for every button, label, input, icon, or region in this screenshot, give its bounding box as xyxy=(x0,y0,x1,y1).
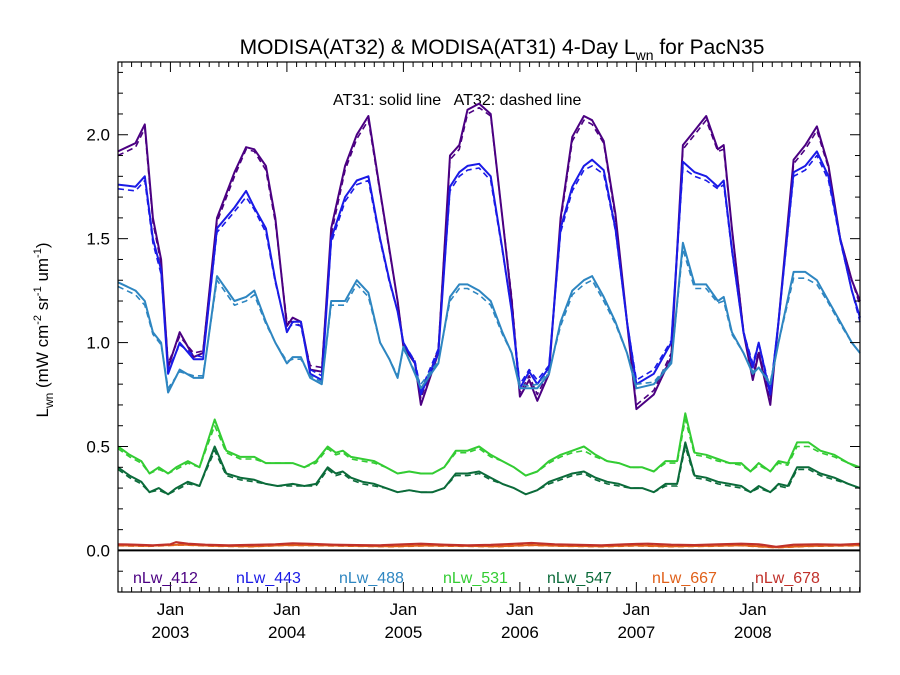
series-line-nlw-488-at32 xyxy=(117,248,861,390)
series-line-nlw-488-at31 xyxy=(117,241,861,394)
y-tick-label: 1.5 xyxy=(86,230,110,249)
x-tick-label-year: 2008 xyxy=(734,623,772,642)
legend-label-nlw-443: nLw_443 xyxy=(236,570,301,587)
legend-label-nlw-547: nLw_547 xyxy=(547,570,612,587)
y-axis-label: Lwn (mW cm-2 sr-1 um-1) xyxy=(32,242,56,417)
y-tick-label: 0.5 xyxy=(86,438,110,457)
series-line-nlw-531-at31 xyxy=(117,412,861,477)
x-tick-label-month: Jan xyxy=(157,600,184,619)
y-axis: 0.0 0.5 1.0 1.5 2.0 xyxy=(86,71,860,572)
series-line-nlw-547-at32 xyxy=(117,445,861,496)
legend-label-nlw-488: nLw_488 xyxy=(339,570,404,587)
chart-title: MODISA(AT32) & MODISA(AT31) 4-Day Lwn fo… xyxy=(240,36,765,63)
y-tick-label: 1.0 xyxy=(86,334,110,353)
y-tick-label: 0.0 xyxy=(86,541,110,560)
y-tick-label: 2.0 xyxy=(86,126,110,145)
plot-frame xyxy=(117,61,861,593)
series-line-nlw-547-at31 xyxy=(117,441,861,496)
x-tick-label-month: Jan xyxy=(506,600,533,619)
x-tick-label-month: Jan xyxy=(390,600,417,619)
plot-area xyxy=(117,102,861,552)
legend-label-nlw-667: nLw_667 xyxy=(652,570,717,587)
x-tick-label-year: 2005 xyxy=(384,623,422,642)
series-line-nlw-412-at32 xyxy=(117,106,861,406)
series-line-nlw-531-at32 xyxy=(117,418,861,477)
x-tick-label-year: 2003 xyxy=(152,623,190,642)
series-line-nlw-667-at32 xyxy=(117,544,861,549)
series-line-nlw-443-at32 xyxy=(117,154,861,392)
line-style-annotation: AT31: solid line AT32: dashed line xyxy=(333,92,582,109)
svg-text:Lwn (mW cm-2 sr-1 um-1): Lwn (mW cm-2 sr-1 um-1) xyxy=(32,242,56,417)
legend-label-nlw-531: nLw_531 xyxy=(443,570,508,587)
x-tick-label-month: Jan xyxy=(273,600,300,619)
x-axis: Jan 2003 Jan 2004 Jan 2005 Jan 2006 Jan 2007 Jan 20… xyxy=(121,62,861,642)
x-tick-label-month: Jan xyxy=(739,600,766,619)
x-tick-label-year: 2004 xyxy=(268,623,306,642)
series-line-nlw-412-at31 xyxy=(117,102,861,411)
x-tick-label-year: 2007 xyxy=(617,623,655,642)
x-tick-label-year: 2006 xyxy=(501,623,539,642)
series-line-nlw-678-at32 xyxy=(117,541,861,548)
legend-label-nlw-678: nLw_678 xyxy=(755,570,820,587)
legend: nLw_412 nLw_443 nLw_488 nLw_531 nLw_547 nLw_6… xyxy=(133,570,820,587)
legend-label-nlw-412: nLw_412 xyxy=(133,570,198,587)
x-tick-label-month: Jan xyxy=(623,600,650,619)
